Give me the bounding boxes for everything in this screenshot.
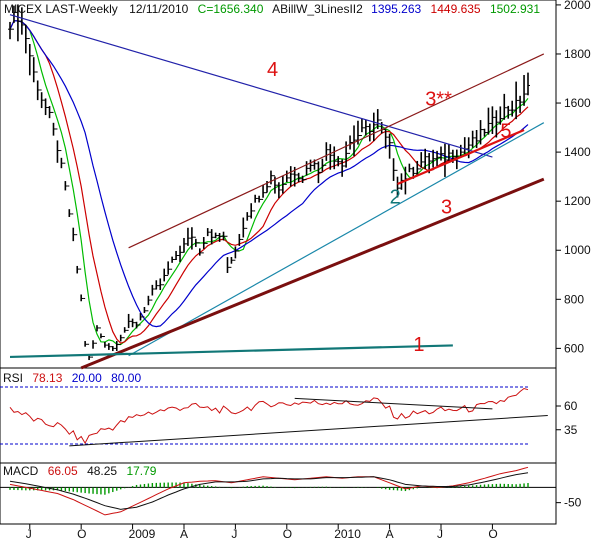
- price-axis-tick-label: 1600: [564, 96, 591, 110]
- trendline-label-4: 4: [267, 59, 278, 81]
- macd-v3: 17.79: [126, 464, 156, 478]
- rsi-header: RSI 78.13 20.00 80.00: [3, 371, 141, 385]
- trendline-label-3: 3: [441, 196, 452, 218]
- trendline-2: [128, 122, 545, 357]
- time-axis-label: 2009: [129, 527, 156, 541]
- header-title: MICEX LAST-Weekly: [4, 2, 118, 16]
- rsi-label: RSI: [3, 371, 23, 385]
- time-axis-label: 2010: [334, 527, 361, 541]
- trendline-3starstar: [128, 53, 545, 249]
- macd-axis-tick-label: -50: [564, 496, 582, 510]
- macd-label: MACD: [3, 464, 39, 478]
- macd-layer: [9, 466, 529, 516]
- header-indicator: ABillW_3LinesII2: [272, 2, 363, 16]
- price-panel-frame: [0, 0, 557, 369]
- rsi-trendline-lower: [69, 415, 548, 447]
- rsi-axis-tick-label: 35: [564, 423, 578, 437]
- trendlines-layer: 4 3** 5 2 3 1: [9, 14, 545, 370]
- trendline-label-3starstar: 3**: [425, 88, 452, 110]
- rsi-axis-tick-label: 60: [564, 399, 578, 413]
- header-v2: 1449.635: [431, 2, 481, 16]
- rsi-layer: [9, 387, 548, 447]
- header-close: C=1656.340: [198, 2, 264, 16]
- price-axis-tick-label: 1800: [564, 47, 591, 61]
- price-axis-tick-label: 600: [564, 341, 584, 355]
- rsi-value: 78.13: [32, 371, 62, 385]
- rsi-line: [9, 387, 529, 445]
- trendline-label-2: 2: [390, 187, 401, 209]
- time-axis-label: O: [283, 527, 292, 541]
- rsi-panel-frame: [0, 367, 557, 464]
- trendline-label-1: 1: [413, 334, 424, 356]
- time-axis-label: J: [26, 527, 32, 541]
- time-axis-label: O: [488, 527, 497, 541]
- price-axis-tick-label: 800: [564, 292, 584, 306]
- time-axis-label: A: [386, 527, 394, 541]
- trendline-3: [80, 177, 545, 370]
- macd-panel-frame: [0, 462, 557, 525]
- macd-header: MACD 66.05 48.25 17.79: [3, 464, 157, 478]
- trendline-4: [9, 14, 493, 158]
- header-line: MICEX LAST-Weekly 12/11/2010 C=1656.340 …: [4, 2, 540, 16]
- header-v1: 1395.263: [371, 2, 421, 16]
- price-axis-tick-label: 1000: [564, 243, 591, 257]
- time-axis-label: J: [437, 527, 443, 541]
- macd-v2: 48.25: [87, 464, 117, 478]
- time-axis-label: A: [180, 527, 188, 541]
- price-bars-layer: [8, 4, 530, 361]
- price-axis-tick-label: 1200: [564, 194, 591, 208]
- time-axis-label: J: [231, 527, 237, 541]
- header-v3: 1502.931: [490, 2, 540, 16]
- time-axis-label: O: [77, 527, 86, 541]
- trendline-1: [9, 344, 453, 359]
- ma-mid-line: [9, 20, 529, 344]
- trendline-5: [397, 129, 525, 186]
- price-axis-tick-label: 1400: [564, 145, 591, 159]
- rsi-low: 20.00: [72, 371, 102, 385]
- rsi-trendline-upper: [294, 397, 493, 410]
- trendline-label-5: 5: [500, 120, 511, 142]
- macd-v1: 66.05: [48, 464, 78, 478]
- price-axis-tick-label: 2000: [564, 0, 591, 12]
- rsi-high: 80.00: [111, 371, 141, 385]
- header-date: 12/11/2010: [129, 2, 188, 16]
- signal-line: [9, 472, 529, 510]
